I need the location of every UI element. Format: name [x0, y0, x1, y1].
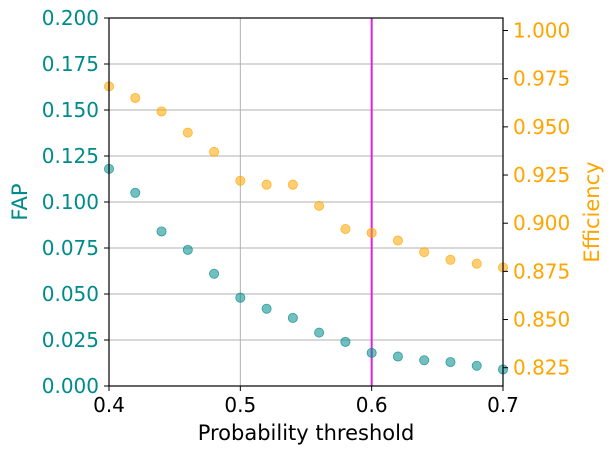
efficiency-point [235, 175, 246, 186]
y-right-tick-label: 0.950 [513, 115, 570, 139]
y-left-tick-label: 0.000 [42, 374, 99, 398]
efficiency-point [471, 258, 482, 269]
efficiency-point [182, 127, 193, 138]
efficiency-point [392, 235, 403, 246]
fap-point [340, 336, 351, 347]
fap-point [287, 312, 298, 323]
y-left-tick-label: 0.200 [42, 6, 99, 30]
y-right-tick-label: 0.850 [513, 308, 570, 332]
efficiency-point [314, 200, 325, 211]
y-right-tick-label: 0.925 [513, 163, 570, 187]
x-tick-label: 0.5 [224, 393, 256, 417]
y-right-tick-label: 0.825 [513, 356, 570, 380]
fap-point [366, 347, 377, 358]
fap-point [156, 226, 167, 237]
efficiency-point [261, 179, 272, 190]
y-right-tick-label: 1.000 [513, 19, 570, 43]
fap-point [471, 360, 482, 371]
axis-ticks: 0.4 0.5 0.6 0.7 0.000 0.025 0.050 0.075 0.100 0.1… [42, 6, 571, 417]
y-left-tick-label: 0.075 [42, 236, 99, 260]
x-tick-label: 0.7 [487, 393, 519, 417]
y-right-tick-label: 0.900 [513, 211, 570, 235]
y-axis-left-label: FAP [8, 183, 32, 220]
x-tick-label: 0.4 [93, 393, 125, 417]
fap-point [235, 292, 246, 303]
fap-point [314, 327, 325, 338]
fap-point [419, 355, 430, 366]
efficiency-points [104, 81, 508, 273]
y-left-tick-label: 0.050 [42, 282, 99, 306]
fap-point [261, 303, 272, 314]
efficiency-point [209, 146, 220, 157]
fap-point [445, 357, 456, 368]
fap-point [130, 187, 141, 198]
efficiency-point [287, 179, 298, 190]
efficiency-point [156, 106, 167, 117]
fap-point [209, 268, 220, 279]
x-axis-label: Probability threshold [198, 421, 415, 445]
y-right-tick-label: 0.875 [513, 259, 570, 283]
y-left-tick-label: 0.125 [42, 144, 99, 168]
efficiency-point [340, 223, 351, 234]
y-left-tick-label: 0.100 [42, 190, 99, 214]
efficiency-point [419, 247, 430, 258]
y-left-tick-label: 0.150 [42, 98, 99, 122]
x-tick-label: 0.6 [356, 393, 388, 417]
fap-point [182, 244, 193, 255]
y-left-tick-label: 0.175 [42, 52, 99, 76]
y-right-tick-label: 0.975 [513, 67, 570, 91]
efficiency-point [130, 92, 141, 103]
y-left-tick-label: 0.025 [42, 328, 99, 352]
fap-point [392, 351, 403, 362]
efficiency-point [366, 227, 377, 238]
y-axis-right-label: Efficiency [580, 161, 604, 262]
fap-points [104, 163, 508, 375]
efficiency-point [445, 254, 456, 265]
